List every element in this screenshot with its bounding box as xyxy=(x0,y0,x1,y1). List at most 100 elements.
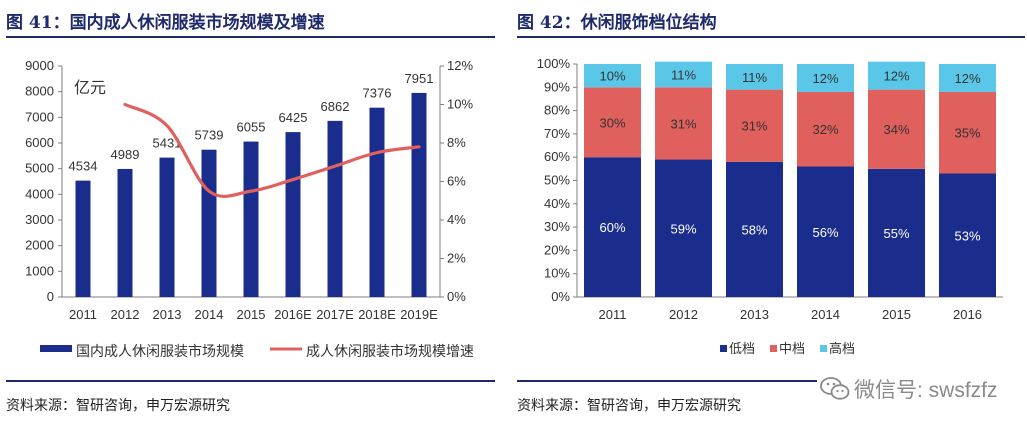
x-tick-label: 2018E xyxy=(358,307,396,322)
x-tick-label: 2014 xyxy=(811,307,840,322)
legend-swatch xyxy=(820,345,827,352)
y-tick-label: 70% xyxy=(544,126,570,141)
bar-value-label: 5431 xyxy=(153,136,182,151)
title-rule xyxy=(517,36,1025,38)
y-tick-label: 30% xyxy=(544,219,570,234)
stack-segment-高档 xyxy=(655,61,712,88)
stack-segment-中档 xyxy=(797,91,854,167)
bar-value-label: 6862 xyxy=(321,99,350,114)
right-figure: 图 42：休闲服饰档位结构 0% 10% 20% 30% 40% 50% 60% 70% 80%… xyxy=(517,0,1027,435)
left-y-tick-label: 1000 xyxy=(25,263,54,278)
segment-value-label: 34% xyxy=(883,122,909,137)
y-tick-label: 80% xyxy=(544,103,570,118)
x-tick-label: 2011 xyxy=(599,307,627,322)
legend-swatch xyxy=(770,345,777,352)
bar-market-size xyxy=(327,120,343,297)
x-tick-label: 2016 xyxy=(953,307,982,322)
bar-market-size xyxy=(201,149,217,297)
source-note: 资料来源：智研咨询，申万宏源研究 xyxy=(6,398,230,414)
source-rule xyxy=(6,380,495,382)
legend-swatch-bar xyxy=(40,345,72,352)
y-tick-label: 100% xyxy=(537,56,571,71)
legend-label-bar: 国内成人休闲服装市场规模 xyxy=(76,343,244,359)
bar-market-size xyxy=(117,168,133,297)
bar-value-label: 7951 xyxy=(405,71,434,86)
segment-value-label: 11% xyxy=(671,67,696,82)
stack-segment-中档 xyxy=(868,89,925,169)
right-y-tick-label: 0% xyxy=(447,289,466,304)
stack-segment-中档 xyxy=(584,87,641,158)
right-y-tick-label: 8% xyxy=(447,135,466,150)
watermark-text: 微信号: swsfzfz xyxy=(854,379,998,402)
right-y-tick-label: 6% xyxy=(447,174,466,189)
left-y-tick-label: 9000 xyxy=(25,58,54,73)
stack-segment-低档 xyxy=(939,173,996,297)
bar-value-label: 6055 xyxy=(237,120,266,135)
stack-segment-低档 xyxy=(726,161,783,297)
stack-segment-高档 xyxy=(797,64,854,92)
growth-rate-line xyxy=(123,102,421,199)
x-tick-label: 2019E xyxy=(400,307,438,322)
left-y-tick-label: 5000 xyxy=(25,161,54,176)
legend-label-line: 成人休闲服装市场规模增速 xyxy=(306,343,474,359)
y-tick-label: 90% xyxy=(544,79,570,94)
stack-segment-中档 xyxy=(655,87,712,160)
segment-value-label: 56% xyxy=(812,225,838,240)
segment-value-label: 10% xyxy=(599,69,625,84)
right-y-tick-label: 10% xyxy=(447,97,473,112)
x-tick-label: 2012 xyxy=(111,307,140,322)
legend-label: 高档 xyxy=(829,341,855,356)
left-figure: 图 41：国内成人休闲服装市场规模及增速 0 1000 2000 3000 4000 50… xyxy=(0,0,500,435)
bar-value-label: 4989 xyxy=(111,147,140,162)
y-tick-label: 0% xyxy=(551,289,570,304)
x-tick-label: 2016E xyxy=(274,307,312,322)
segment-value-label: 31% xyxy=(670,116,696,131)
market-size-chart: 0 1000 2000 3000 4000 5000 6000 7000 8000 9000 0% 2… xyxy=(25,58,474,359)
right-y-tick-label: 12% xyxy=(447,58,473,73)
x-tick-label: 2014 xyxy=(195,307,224,322)
bar-value-label: 6425 xyxy=(279,110,308,125)
source-note: 资料来源：智研咨询，申万宏源研究 xyxy=(517,398,741,414)
segment-value-label: 31% xyxy=(741,119,767,134)
title-rule xyxy=(6,36,495,38)
tier-structure-chart: 0% 10% 20% 30% 40% 50% 60% 70% 80% 90% 100% 60% 30% 1… xyxy=(537,56,1003,356)
stack-segment-低档 xyxy=(655,159,712,297)
segment-value-label: 32% xyxy=(812,122,838,137)
segment-value-label: 59% xyxy=(670,221,696,236)
stack-segment-中档 xyxy=(939,91,996,174)
x-tick-label: 2015 xyxy=(237,307,266,322)
segment-value-label: 55% xyxy=(883,226,909,241)
y-tick-label: 50% xyxy=(544,173,570,188)
x-tick-label: 2013 xyxy=(740,307,769,322)
left-y-tick-label: 2000 xyxy=(25,238,54,253)
segment-value-label: 58% xyxy=(741,222,767,237)
segment-value-label: 53% xyxy=(954,228,980,243)
stack-segment-中档 xyxy=(726,89,783,162)
x-tick-label: 2015 xyxy=(882,307,911,322)
stack-segment-高档 xyxy=(584,64,641,88)
right-y-tick-label: 4% xyxy=(447,212,466,227)
y-tick-label: 10% xyxy=(544,266,570,281)
legend-swatch xyxy=(720,345,727,352)
stack-segment-高档 xyxy=(868,61,925,90)
segment-value-label: 60% xyxy=(599,220,625,235)
bar-market-size xyxy=(369,107,385,297)
bar-value-label: 7376 xyxy=(363,86,392,101)
bar-value-label: 4534 xyxy=(69,159,98,174)
stack-segment-低档 xyxy=(868,168,925,297)
left-y-tick-label: 0 xyxy=(47,289,54,304)
stack-segment-高档 xyxy=(939,64,996,92)
segment-value-label: 35% xyxy=(954,126,980,141)
wechat-icon xyxy=(820,377,850,400)
left-y-tick-label: 6000 xyxy=(25,135,54,150)
y-tick-label: 40% xyxy=(544,196,570,211)
x-tick-label: 2017E xyxy=(316,307,354,322)
segment-value-label: 12% xyxy=(954,71,980,86)
left-y-tick-label: 8000 xyxy=(25,84,54,99)
figure-42-title: 图 42：休闲服饰档位结构 xyxy=(517,13,717,33)
legend-label: 低档 xyxy=(729,341,755,356)
y-tick-label: 20% xyxy=(544,242,570,257)
bar-market-size xyxy=(243,141,259,297)
figure-41-title: 图 41：国内成人休闲服装市场规模及增速 xyxy=(6,13,325,33)
right-y-tick-label: 2% xyxy=(447,251,466,266)
